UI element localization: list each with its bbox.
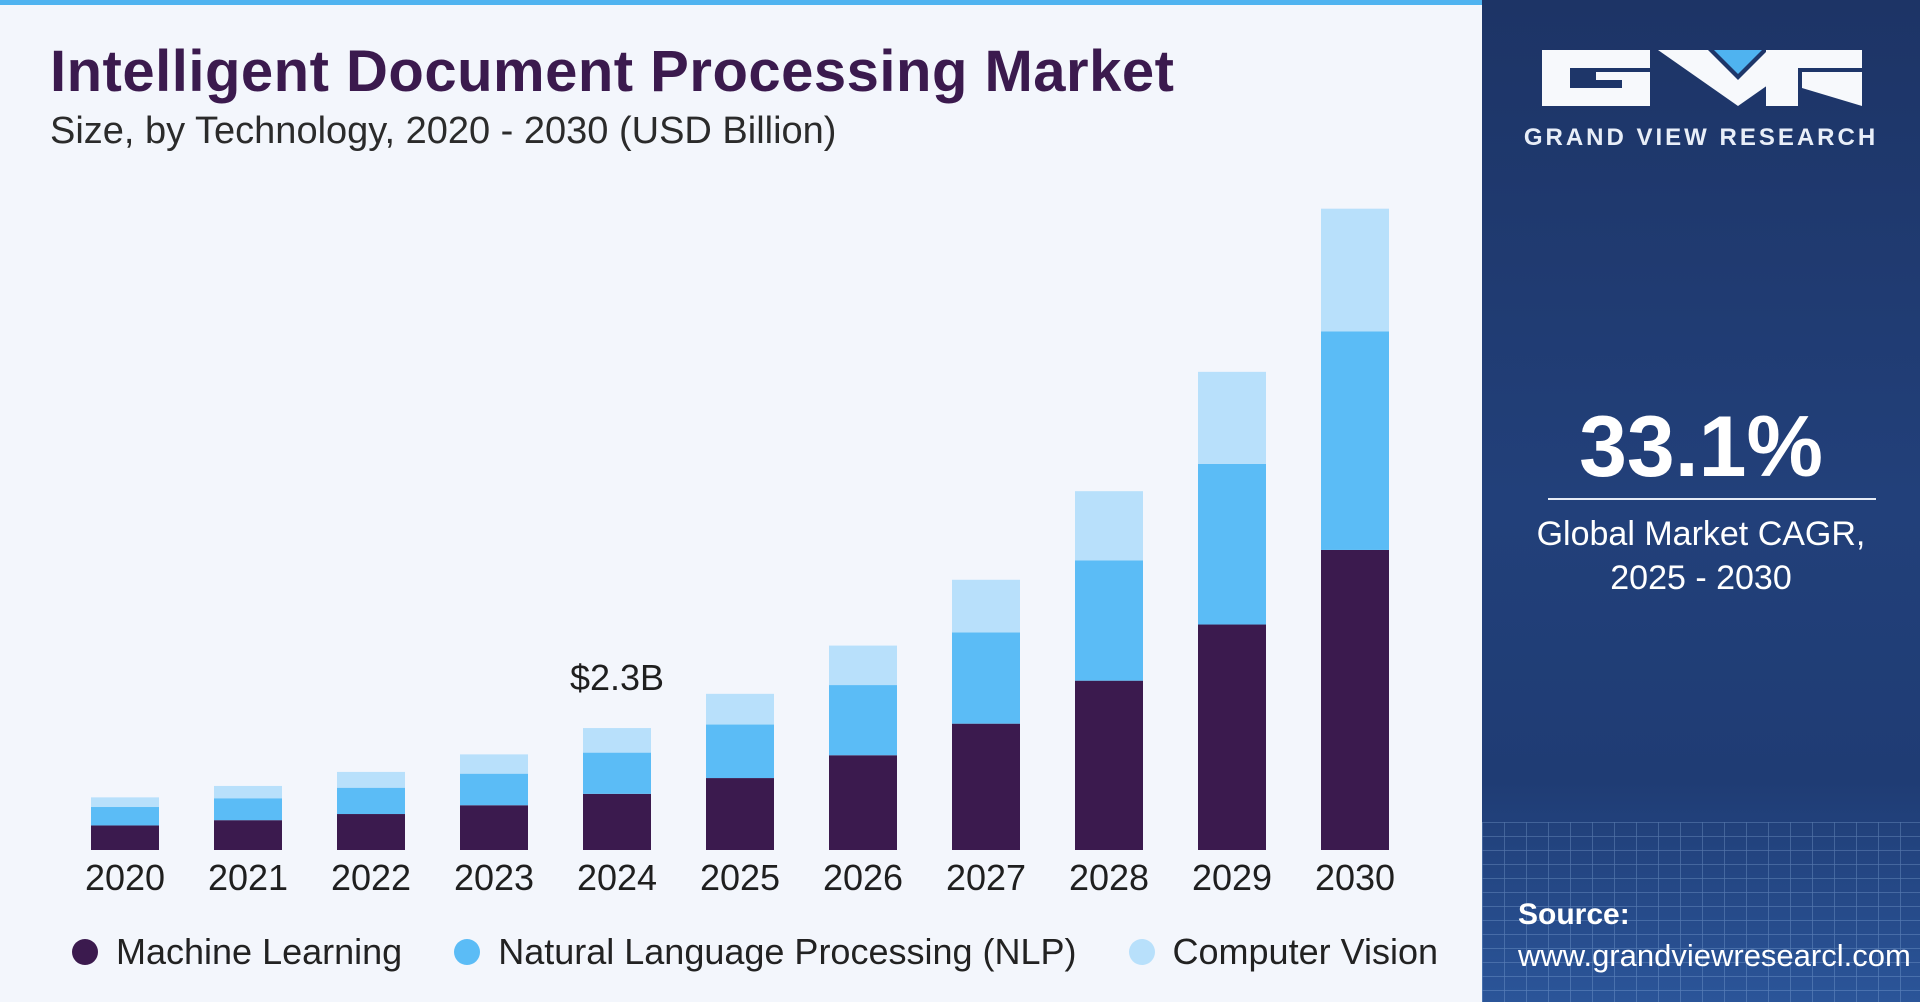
bar-machine-learning-2028 — [1075, 680, 1143, 850]
bar-computer-vision-2024 — [583, 728, 651, 753]
bar-machine-learning-2027 — [952, 723, 1020, 850]
bar-computer-vision-2026 — [829, 645, 897, 686]
legend-label-nlp: Natural Language Processing (NLP) — [498, 931, 1077, 972]
cagr-label-line2: 2025 - 2030 — [1610, 559, 1792, 597]
top-accent-stripe — [0, 0, 1482, 5]
bar-machine-learning-2022 — [337, 814, 405, 850]
x-tick-label-2028: 2028 — [1069, 857, 1149, 898]
bar-natural-language-processing-nlp-2025 — [706, 724, 774, 779]
legend-swatch-computer-vision — [1128, 939, 1155, 965]
bar-natural-language-processing-nlp-2020 — [91, 807, 159, 826]
bar-computer-vision-2020 — [91, 797, 159, 808]
source-label: Source: — [1518, 898, 1630, 931]
info-sidebar: GRAND VIEW RESEARCH 33.1% Global Market … — [1482, 0, 1920, 1002]
bar-computer-vision-2028 — [1075, 491, 1143, 561]
bar-machine-learning-2024 — [583, 793, 651, 850]
chart-subtitle: Size, by Technology, 2020 - 2030 (USD Bi… — [50, 110, 837, 152]
legend-swatch-machine-learning — [72, 939, 98, 965]
stacked-bar-chart: 2020 2021 2022 2023 2024 2025 2026 2027 2028 2029… — [85, 208, 1395, 898]
chart-legend: Machine Learning Natural Language Proces… — [72, 928, 1490, 976]
bar-natural-language-processing-nlp-2030 — [1321, 331, 1389, 550]
cagr-divider — [1548, 498, 1876, 500]
bar-machine-learning-2023 — [460, 805, 528, 850]
bar-computer-vision-2021 — [214, 785, 282, 799]
cagr-value: 33.1% — [1579, 399, 1823, 495]
x-tick-label-2023: 2023 — [454, 857, 534, 898]
cagr-label: Global Market CAGR, 2025 - 2030 — [1482, 512, 1920, 600]
source-url[interactable]: www.grandviewresearcl.com — [1518, 938, 1911, 973]
x-tick-label-2024: 2024 — [577, 857, 657, 898]
bar-computer-vision-2029 — [1198, 371, 1266, 464]
bar-natural-language-processing-nlp-2024 — [583, 752, 651, 794]
data-label-2024: $2.3B — [570, 657, 664, 698]
x-tick-label-2022: 2022 — [331, 857, 411, 898]
x-tick-label-2025: 2025 — [700, 857, 780, 898]
legend-swatch-nlp — [454, 939, 481, 965]
bar-natural-language-processing-nlp-2022 — [337, 787, 405, 815]
bar-natural-language-processing-nlp-2021 — [214, 798, 282, 821]
bar-machine-learning-2025 — [706, 778, 774, 850]
x-tick-label-2026: 2026 — [823, 857, 903, 898]
legend-item-computer-vision: Computer Vision — [1128, 931, 1438, 973]
bar-computer-vision-2027 — [952, 579, 1020, 633]
x-tick-label-2029: 2029 — [1192, 857, 1272, 898]
chart-title: Intelligent Document Processing Market — [50, 39, 1175, 104]
bar-natural-language-processing-nlp-2029 — [1198, 463, 1266, 625]
bar-computer-vision-2022 — [337, 771, 405, 788]
bar-natural-language-processing-nlp-2023 — [460, 773, 528, 806]
grid-floor-decoration — [1482, 822, 1920, 1002]
legend-label-machine-learning: Machine Learning — [116, 931, 403, 972]
bar-machine-learning-2020 — [91, 825, 159, 850]
legend-label-computer-vision: Computer Vision — [1172, 931, 1438, 972]
x-tick-label-2030: 2030 — [1315, 857, 1395, 898]
x-tick-label-2021: 2021 — [208, 857, 288, 898]
bar-computer-vision-2023 — [460, 754, 528, 774]
x-tick-label-2020: 2020 — [85, 857, 165, 898]
x-tick-label-2027: 2027 — [946, 857, 1026, 898]
bar-machine-learning-2030 — [1321, 549, 1389, 850]
bar-machine-learning-2021 — [214, 820, 282, 850]
bar-machine-learning-2029 — [1198, 624, 1266, 850]
bar-natural-language-processing-nlp-2027 — [952, 632, 1020, 724]
bar-natural-language-processing-nlp-2026 — [829, 685, 897, 756]
cagr-label-line1: Global Market CAGR, — [1536, 515, 1866, 553]
legend-item-nlp: Natural Language Processing (NLP) — [454, 931, 1077, 973]
bar-machine-learning-2026 — [829, 755, 897, 850]
legend-item-machine-learning: Machine Learning — [72, 931, 402, 973]
bar-computer-vision-2030 — [1321, 208, 1389, 332]
bar-computer-vision-2025 — [706, 693, 774, 725]
gvr-logo-icon — [1542, 50, 1862, 106]
brand-name: GRAND VIEW RESEARCH — [1523, 124, 1879, 151]
bar-natural-language-processing-nlp-2028 — [1075, 560, 1143, 681]
